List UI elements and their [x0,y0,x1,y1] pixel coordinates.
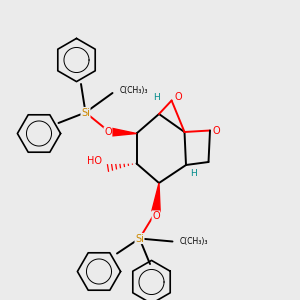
Text: C(CH₃)₃: C(CH₃)₃ [120,85,148,94]
Text: H: H [153,93,159,102]
Polygon shape [109,128,136,136]
Text: O: O [174,92,182,103]
Text: O: O [104,127,112,137]
Text: HO: HO [87,155,102,166]
Text: O: O [213,125,220,136]
Text: O: O [152,211,160,221]
Polygon shape [152,183,160,212]
Text: Si: Si [81,107,90,118]
Text: Si: Si [135,233,144,244]
Text: H: H [190,169,197,178]
Text: C(CH₃)₃: C(CH₃)₃ [180,237,208,246]
